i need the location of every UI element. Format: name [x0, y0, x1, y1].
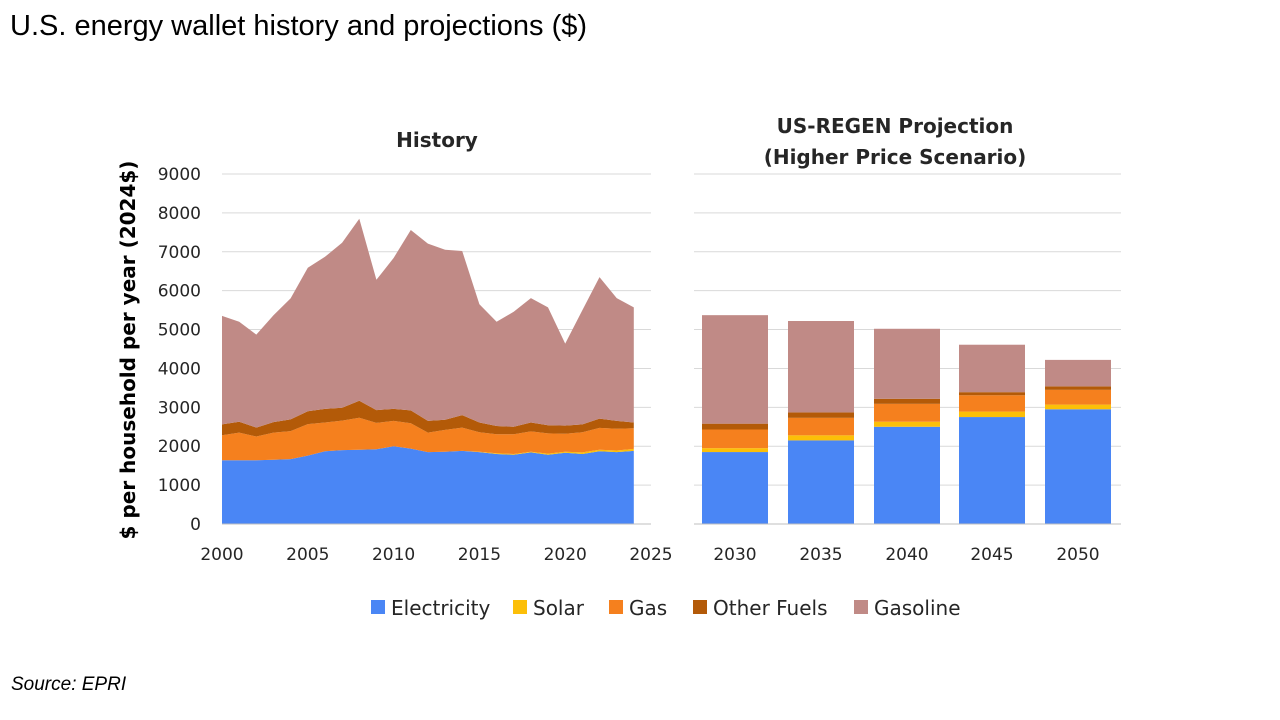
bar-2045-solar — [959, 411, 1025, 418]
bar-2045-electricity — [959, 417, 1025, 524]
y-tick-label: 2000 — [158, 437, 201, 457]
bar-2030-electricity — [702, 452, 768, 524]
bar-2030-solar — [702, 448, 768, 453]
area-electricity — [222, 446, 634, 524]
x-tick-label: 2040 — [885, 545, 928, 565]
legend-label-solar: Solar — [533, 596, 585, 620]
bar-2040-solar — [874, 421, 940, 427]
bar-2050-other-fuels — [1045, 386, 1111, 390]
x-tick-label: 2050 — [1056, 545, 1099, 565]
legend-swatch-solar — [513, 600, 527, 614]
legend-swatch-other-fuels — [693, 600, 707, 614]
y-tick-label: 0 — [190, 515, 201, 535]
chart-legend: Electricity Solar Gas Other Fuels Gasoline — [371, 596, 961, 620]
x-tick-label: 2045 — [970, 545, 1013, 565]
projection-stacked-bars — [702, 315, 1111, 524]
bar-2030-gas — [702, 429, 768, 449]
legend-label-electricity: Electricity — [391, 596, 491, 620]
slide-title: U.S. energy wallet history and projectio… — [10, 10, 588, 42]
y-tick-label: 4000 — [158, 359, 201, 379]
legend-label-gas: Gas — [629, 596, 667, 620]
legend-label-other-fuels: Other Fuels — [713, 596, 828, 620]
y-tick-label: 6000 — [158, 282, 201, 302]
y-tick-label: 8000 — [158, 204, 201, 224]
source-note: Source: EPRI — [11, 674, 127, 695]
bar-2035-other-fuels — [788, 412, 854, 418]
bar-2045-gas — [959, 395, 1025, 412]
projection-panel-title-line2: (Higher Price Scenario) — [764, 145, 1027, 169]
bar-2035-gas — [788, 417, 854, 436]
y-axis-label: $ per household per year (2024$) — [116, 161, 140, 540]
x-tick-label: 2030 — [713, 545, 756, 565]
y-tick-label: 7000 — [158, 243, 201, 263]
x-tick-label: 2015 — [458, 545, 501, 565]
x-tick-label: 2025 — [629, 545, 672, 565]
history-stacked-areas — [222, 218, 634, 524]
y-tick-label: 1000 — [158, 476, 201, 496]
legend-label-gasoline: Gasoline — [874, 596, 961, 620]
x-tick-label: 2000 — [200, 545, 243, 565]
bar-2050-gas — [1045, 389, 1111, 405]
bar-2030-gasoline — [702, 315, 768, 424]
area-gas — [222, 417, 634, 461]
legend-swatch-gas — [609, 600, 623, 614]
history-panel-title: History — [396, 128, 478, 152]
legend-swatch-electricity — [371, 600, 385, 614]
y-tick-label: 3000 — [158, 398, 201, 418]
projection-panel-title-line1: US-REGEN Projection — [777, 114, 1014, 138]
bar-2050-gasoline — [1045, 359, 1111, 387]
legend-swatch-gasoline — [854, 600, 868, 614]
bar-2035-electricity — [788, 440, 854, 524]
x-tick-label: 2035 — [799, 545, 842, 565]
bar-2035-solar — [788, 435, 854, 441]
x-tick-label: 2005 — [286, 545, 329, 565]
bar-2040-electricity — [874, 426, 940, 524]
bar-2040-gas — [874, 403, 940, 422]
bar-2035-gasoline — [788, 321, 854, 413]
y-tick-label: 9000 — [158, 165, 201, 185]
y-tick-labels: 0 1000 2000 3000 4000 5000 6000 7000 8000 9000 — [158, 165, 201, 535]
x-tick-label: 2020 — [544, 545, 587, 565]
y-tick-label: 5000 — [158, 321, 201, 341]
bar-2050-electricity — [1045, 409, 1111, 524]
bar-2030-other-fuels — [702, 423, 768, 430]
area-other-fuels — [222, 400, 634, 437]
bar-2045-other-fuels — [959, 392, 1025, 396]
x-tick-label: 2010 — [372, 545, 415, 565]
projection-x-tick-labels: 2030 2035 2040 2045 2050 — [713, 545, 1099, 565]
bar-2040-gasoline — [874, 328, 940, 399]
area-gasoline — [222, 218, 634, 428]
bar-2040-other-fuels — [874, 398, 940, 404]
bar-2045-gasoline — [959, 344, 1025, 393]
history-x-tick-labels: 2000 2005 2010 2015 2020 2025 — [200, 545, 672, 565]
bar-2050-solar — [1045, 404, 1111, 410]
